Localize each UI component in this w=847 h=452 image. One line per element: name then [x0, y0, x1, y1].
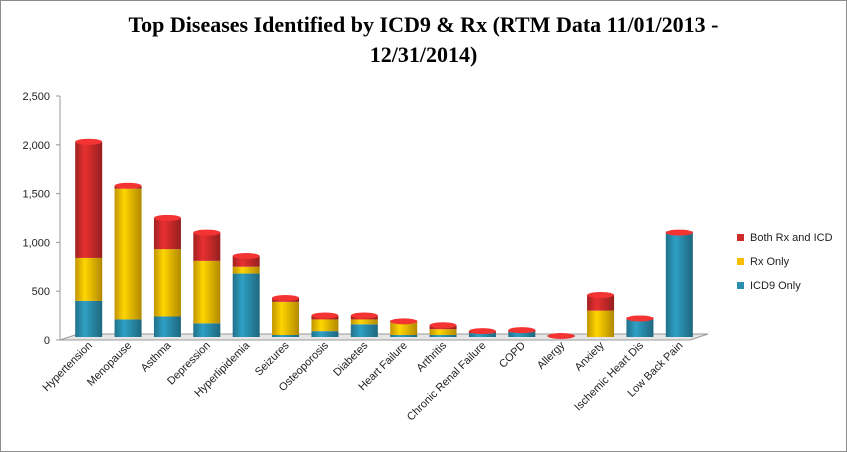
- legend-label-rx-only: Rx Only: [750, 256, 790, 268]
- bar-asthma-icd9-only: [153, 316, 181, 337]
- bar-cap-chronic-renal-failure: [468, 328, 496, 335]
- bar-hypertension-both-rx-and-icd: [75, 141, 103, 258]
- x-tick-label-hypertension: Hypertension: [40, 340, 94, 394]
- bar-seizures-icd9-only: [272, 335, 300, 337]
- bar-cap-low-back-pain: [665, 229, 693, 236]
- bar-arthritis-icd9-only: [429, 335, 457, 337]
- bar-cap-asthma: [153, 214, 181, 221]
- chart-title-line-1: Top Diseases Identified by ICD9 & Rx (RT…: [128, 12, 719, 37]
- bar-depression-both-rx-and-icd: [193, 232, 221, 261]
- bar-anxiety-both-rx-and-icd: [587, 295, 615, 311]
- bar-diabetes-icd9-only: [350, 324, 378, 337]
- y-tick-label: 1,500: [22, 189, 50, 201]
- bar-cap-menopause: [114, 182, 142, 189]
- y-tick-label: 500: [32, 286, 50, 298]
- legend: Both Rx and ICD Rx Only ICD9 Only: [737, 232, 833, 292]
- bar-low-back-pain-icd9-only: [665, 233, 693, 337]
- bar-cap-ischemic-heart-dis: [626, 315, 654, 322]
- bar-hyperlipidemia-both-rx-and-icd: [232, 255, 260, 267]
- bar-seizures-rx-only: [272, 301, 300, 336]
- bar-arthritis-rx-only: [429, 329, 457, 336]
- bar-anxiety-rx-only: [587, 310, 615, 337]
- bar-cap-hyperlipidemia: [232, 252, 260, 259]
- x-tick-label-seizures: Seizures: [253, 339, 292, 378]
- x-tick-label-arthritis: Arthritis: [414, 339, 449, 374]
- legend-swatch-rx-only: [737, 258, 744, 265]
- bar-ischemic-heart-dis-icd9-only: [626, 319, 654, 337]
- x-tick-label-anxiety: Anxiety: [573, 339, 607, 373]
- y-tick-label: 2,500: [22, 91, 50, 103]
- bar-hyperlipidemia-rx-only: [232, 266, 260, 274]
- y-tick-label: 0: [44, 335, 50, 347]
- bar-cap-depression: [193, 229, 221, 236]
- bar-chronic-renal-failure-icd9-only: [468, 333, 496, 337]
- bars-layer: [75, 138, 693, 340]
- x-tick-label-ischemic-heart-dis: Ischemic Heart Dis: [572, 339, 646, 413]
- bar-diabetes-rx-only: [350, 319, 378, 325]
- axes-layer: 0 500 1,000 1,500 2,000 2,500: [22, 91, 709, 347]
- bar-cap-diabetes: [350, 312, 378, 319]
- x-tick-label-chronic-renal-failure: Chronic Renal Failure: [405, 340, 489, 424]
- bar-cap-hypertension: [75, 138, 103, 145]
- bar-menopause-icd9-only: [114, 319, 142, 337]
- bar-osteoporosis-rx-only: [311, 319, 339, 332]
- legend-swatch-icd9-only: [737, 282, 744, 289]
- y-tick-label: 1,000: [22, 237, 50, 249]
- bar-cap-copd: [508, 327, 536, 334]
- bar-osteoporosis-icd9-only: [311, 331, 339, 337]
- legend-label-icd9-only: ICD9 Only: [750, 280, 801, 292]
- x-tick-label-asthma: Asthma: [139, 339, 174, 374]
- bar-heart-failure-rx-only: [390, 322, 418, 336]
- x-tick-label-allergy: Allergy: [535, 339, 568, 372]
- y-tick-label: 2,000: [22, 140, 50, 152]
- x-tick-label-copd: COPD: [497, 340, 528, 371]
- bar-cap-osteoporosis: [311, 312, 339, 319]
- chart-title: Top Diseases Identified by ICD9 & Rx (RT…: [60, 10, 787, 70]
- legend-swatch-both-rx-and-icd: [737, 234, 744, 241]
- bar-cap-anxiety: [587, 292, 615, 299]
- bar-menopause-rx-only: [114, 188, 142, 320]
- legend-label-both-rx-and-icd: Both Rx and ICD: [750, 232, 833, 244]
- x-tick-label-diabetes: Diabetes: [331, 339, 371, 379]
- chart-floor: [59, 333, 709, 341]
- bar-hypertension-icd9-only: [75, 300, 103, 337]
- bar-depression-icd9-only: [193, 323, 221, 337]
- bar-hypertension-rx-only: [75, 257, 103, 301]
- bar-asthma-rx-only: [153, 249, 181, 317]
- bar-cap-arthritis: [429, 322, 457, 329]
- bar-hyperlipidemia-icd9-only: [232, 273, 260, 337]
- bar-heart-failure-icd9-only: [390, 335, 418, 337]
- bar-cap-seizures: [272, 294, 300, 301]
- chart-title-line-2: 12/31/2014): [369, 42, 478, 67]
- bar-cap-allergy: [547, 333, 575, 340]
- bar-asthma-both-rx-and-icd: [153, 217, 181, 250]
- bar-depression-rx-only: [193, 260, 221, 324]
- bar-cap-heart-failure: [390, 318, 418, 325]
- bar-copd-icd9-only: [508, 332, 536, 337]
